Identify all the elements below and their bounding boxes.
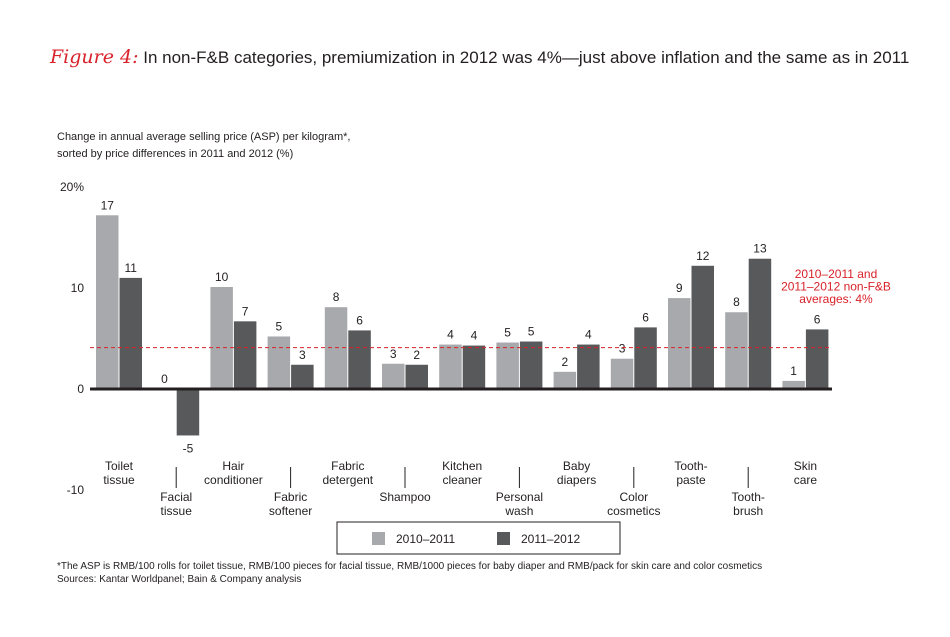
- bar-series-2: [691, 265, 714, 389]
- bar-series-2: [405, 364, 428, 389]
- average-annotation: 2010–2011 and: [795, 267, 878, 281]
- bar-series-1: [668, 298, 691, 389]
- bar-series-2: [634, 327, 657, 389]
- data-label: 0: [161, 372, 168, 386]
- category-label: diapers: [557, 473, 596, 487]
- bar-series-1: [210, 286, 233, 389]
- data-label: 12: [696, 249, 710, 263]
- bar-series-1: [496, 342, 519, 389]
- data-label: 17: [101, 198, 115, 212]
- figure-title-text: In non-F&B categories, premiumization in…: [143, 48, 910, 67]
- bar-series-2: [291, 364, 314, 389]
- legend-swatch-series-2: [497, 532, 510, 545]
- chart-title: Figure 4: In non-F&B categories, premium…: [50, 44, 930, 71]
- category-label: care: [794, 473, 818, 487]
- y-tick-label: 10: [71, 281, 85, 295]
- category-label: brush: [733, 504, 763, 518]
- legend-box: [336, 521, 621, 555]
- data-label: 7: [242, 304, 249, 318]
- figure-label: Figure 4:: [50, 46, 139, 68]
- bar-series-2: [462, 345, 486, 389]
- bar-series-2: [519, 341, 543, 389]
- category-label: tissue: [161, 504, 193, 518]
- category-label: Tooth-: [674, 459, 707, 473]
- bar-series-2: [233, 321, 257, 389]
- average-annotation: averages: 4%: [799, 292, 873, 306]
- footnote-line-1: *The ASP is RMB/100 rolls for toilet tis…: [57, 561, 763, 572]
- average-annotation: 2011–2012 non-F&B: [781, 280, 891, 294]
- subtitle-line-2: sorted by price differences in 2011 and …: [57, 148, 294, 160]
- category-label: detergent: [322, 473, 373, 487]
- bar-series-2: [748, 258, 772, 389]
- data-label: 9: [676, 281, 683, 295]
- data-label: 2: [413, 348, 420, 362]
- bar-series-2: [348, 330, 371, 389]
- bar-series-1: [725, 312, 748, 389]
- category-label: Tooth-: [732, 490, 765, 504]
- data-label: 6: [356, 313, 363, 327]
- bar-series-1: [439, 344, 462, 389]
- legend-swatch-series-1: [372, 532, 385, 545]
- data-label: 6: [814, 312, 821, 326]
- data-label: 13: [753, 242, 767, 256]
- data-label: 6: [642, 310, 649, 324]
- y-tick-label: -10: [67, 483, 85, 497]
- category-label: Facial: [160, 490, 192, 504]
- category-label: wash: [504, 504, 533, 518]
- footnote: *The ASP is RMB/100 rolls for toilet tis…: [57, 560, 762, 586]
- bar-series-2: [805, 329, 829, 389]
- data-label: 4: [471, 329, 478, 343]
- bar-series-1: [553, 371, 577, 389]
- y-tick-label: 0: [77, 382, 84, 396]
- bar-series-2: [176, 389, 200, 436]
- bar-series-1: [610, 358, 634, 389]
- bar-series-1: [267, 336, 291, 389]
- category-label: Personal: [496, 490, 543, 504]
- category-label: Color: [619, 490, 648, 504]
- data-label: 5: [276, 319, 283, 333]
- data-label: 2: [562, 355, 569, 369]
- bar-series-2: [577, 344, 600, 389]
- category-label: Toilet: [105, 459, 134, 473]
- data-label: 11: [125, 261, 138, 275]
- y-tick-label: 20%: [60, 180, 84, 194]
- chart-subtitle: Change in annual average selling price (…: [57, 129, 351, 163]
- category-label: conditioner: [204, 473, 263, 487]
- data-label: 8: [333, 290, 340, 304]
- category-label: cleaner: [443, 473, 482, 487]
- category-label: Kitchen: [442, 459, 482, 473]
- data-label: 4: [585, 328, 592, 342]
- data-label: 3: [619, 342, 626, 356]
- data-label: 1: [790, 364, 797, 378]
- category-label: Fabric: [274, 490, 307, 504]
- data-label: 10: [215, 270, 229, 284]
- legend-label-series-1: 2010–2011: [396, 532, 456, 546]
- category-label: Baby: [563, 459, 590, 473]
- data-label: 5: [528, 325, 535, 339]
- category-label: cosmetics: [607, 504, 660, 518]
- category-label: Hair: [222, 459, 244, 473]
- bar-series-1: [782, 380, 805, 389]
- bar-series-1: [96, 215, 119, 389]
- footnote-line-2: Sources: Kantar Worldpanel; Bain & Compa…: [57, 574, 302, 585]
- category-label: tissue: [103, 473, 135, 487]
- category-label: Fabric: [331, 459, 364, 473]
- category-label: Skin: [794, 459, 817, 473]
- data-label: 8: [733, 295, 740, 309]
- data-label: -5: [183, 441, 194, 455]
- category-label: paste: [676, 473, 706, 487]
- bar-series-2: [119, 277, 142, 389]
- data-label: 4: [447, 328, 454, 342]
- data-label: 3: [390, 347, 397, 361]
- category-label: softener: [269, 504, 312, 518]
- legend-label-series-2: 2011–2012: [521, 532, 581, 546]
- category-label: Shampoo: [379, 490, 431, 504]
- data-label: 3: [299, 348, 306, 362]
- data-label: 5: [504, 326, 511, 340]
- bar-series-1: [382, 363, 405, 389]
- subtitle-line-1: Change in annual average selling price (…: [57, 131, 351, 143]
